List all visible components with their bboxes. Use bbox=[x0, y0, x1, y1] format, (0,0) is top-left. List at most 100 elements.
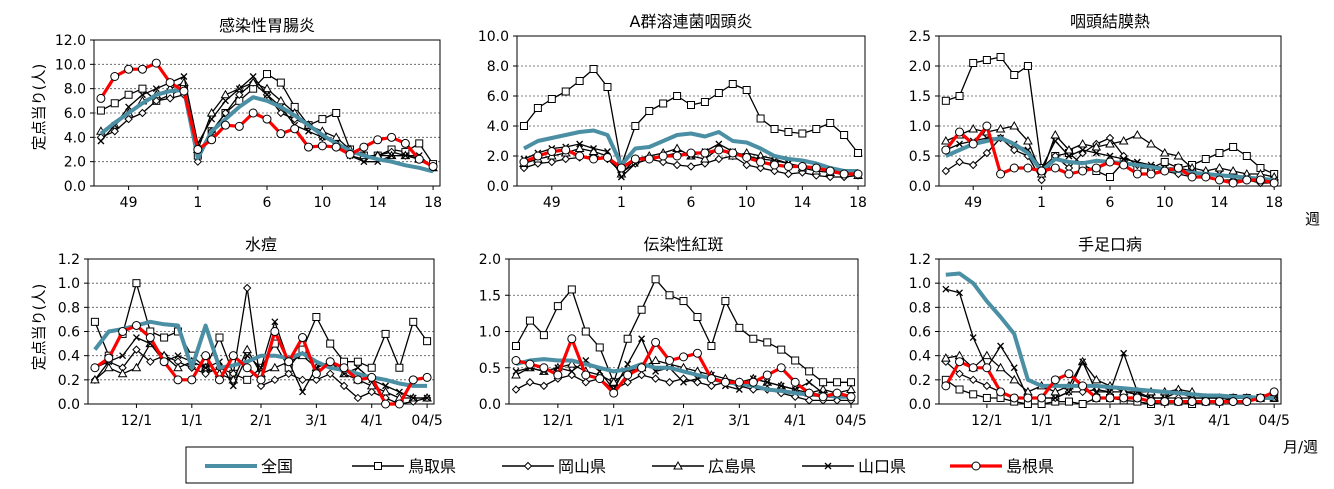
data-point bbox=[165, 94, 175, 103]
data-point bbox=[146, 357, 155, 366]
data-point bbox=[839, 169, 849, 179]
chart-title: 伝染性紅斑 bbox=[643, 235, 723, 254]
data-point bbox=[331, 132, 342, 141]
data-point bbox=[700, 153, 710, 163]
data-point bbox=[853, 169, 863, 179]
legend-item: 広島県 bbox=[652, 457, 756, 476]
data-point bbox=[367, 387, 376, 397]
data-point bbox=[1118, 135, 1129, 145]
data-point bbox=[1077, 138, 1088, 148]
y-tick-label: 2.0 bbox=[909, 59, 931, 75]
data-point bbox=[1050, 129, 1061, 139]
data-point bbox=[354, 364, 362, 372]
data-point bbox=[1064, 397, 1073, 406]
data-point bbox=[567, 370, 577, 380]
data-point bbox=[1010, 364, 1018, 372]
chart-panel-2: A群溶連菌咽頭炎 0.0 2.0 4.0 6.0 8.0 10.0 49 1 6 10 14 18 bbox=[478, 12, 867, 211]
data-point bbox=[400, 138, 410, 148]
data-point bbox=[1146, 397, 1156, 407]
data-point bbox=[242, 283, 252, 293]
data-point bbox=[940, 353, 951, 362]
data-point bbox=[381, 399, 391, 409]
data-point bbox=[566, 359, 577, 368]
data-point bbox=[1120, 349, 1128, 357]
x-tick-label: 18 bbox=[849, 195, 867, 211]
data-point bbox=[982, 148, 992, 158]
data-point bbox=[173, 375, 183, 385]
legend-label: 岡山県 bbox=[558, 457, 606, 476]
data-point bbox=[553, 370, 563, 380]
legend-label: 鳥取県 bbox=[408, 457, 456, 476]
data-point bbox=[742, 153, 752, 162]
data-point bbox=[706, 374, 716, 384]
data-point bbox=[1050, 386, 1061, 396]
y-tick-label: 10.0 bbox=[478, 29, 509, 45]
data-point bbox=[1214, 397, 1224, 407]
x-tick-label: 6 bbox=[263, 195, 272, 211]
data-point bbox=[756, 157, 766, 167]
data-point bbox=[519, 157, 529, 167]
x-tick-label: 3/1 bbox=[728, 413, 751, 429]
chart-title: A群溶連菌咽頭炎 bbox=[630, 12, 753, 31]
data-point bbox=[1269, 387, 1279, 397]
x-tick-label: 49 bbox=[964, 195, 982, 211]
data-point bbox=[825, 166, 835, 176]
series-line bbox=[99, 87, 434, 174]
data-point bbox=[969, 59, 978, 67]
data-point bbox=[312, 313, 321, 321]
data-point bbox=[969, 334, 977, 342]
data-point bbox=[1106, 173, 1114, 181]
data-point bbox=[1132, 129, 1143, 139]
data-point bbox=[561, 154, 570, 164]
legend-marker bbox=[673, 460, 683, 470]
legend-item: 全国 bbox=[205, 457, 293, 476]
data-point bbox=[132, 279, 141, 288]
data-point bbox=[1050, 163, 1060, 173]
data-point bbox=[1242, 397, 1252, 407]
data-point bbox=[567, 334, 577, 344]
data-point bbox=[511, 369, 521, 379]
data-point bbox=[575, 77, 584, 85]
chart-panel-3: 咽頭結膜熱 0.0 0.5 1.0 1.5 2.0 2.5 49 1 6 10 14 18 bbox=[909, 12, 1283, 211]
data-point bbox=[234, 121, 244, 131]
data-point bbox=[1228, 165, 1238, 175]
data-point bbox=[735, 386, 743, 393]
x-tick-label: 04/5 bbox=[411, 413, 442, 429]
x-axis-unit-week: 週 bbox=[1305, 210, 1320, 228]
data-point bbox=[595, 343, 604, 352]
x-tick-label: 14 bbox=[369, 195, 387, 211]
data-point bbox=[366, 380, 377, 390]
data-point bbox=[783, 162, 793, 171]
data-point bbox=[339, 363, 349, 373]
data-point bbox=[359, 142, 369, 152]
x-tick-label: 1 bbox=[1037, 195, 1046, 211]
data-point bbox=[151, 58, 161, 68]
data-point bbox=[846, 384, 856, 393]
data-point bbox=[118, 327, 128, 336]
data-point bbox=[1091, 374, 1102, 384]
x-tick-label: 14 bbox=[793, 195, 811, 211]
data-point bbox=[360, 158, 368, 166]
data-point bbox=[220, 120, 230, 130]
data-point bbox=[345, 149, 355, 159]
legend-item: 鳥取県 bbox=[352, 457, 456, 476]
data-point bbox=[833, 378, 842, 387]
data-point bbox=[249, 73, 257, 80]
data-point bbox=[1119, 160, 1129, 170]
data-point bbox=[533, 151, 543, 161]
y-tick-label: 0.0 bbox=[64, 179, 86, 195]
data-point bbox=[1187, 172, 1197, 182]
data-point bbox=[290, 124, 300, 134]
data-point bbox=[770, 125, 779, 133]
data-point bbox=[791, 356, 800, 365]
data-point bbox=[651, 374, 660, 383]
y-tick-label: 1.5 bbox=[909, 89, 931, 105]
y-tick-label: 4.0 bbox=[64, 130, 86, 146]
data-point bbox=[256, 375, 266, 385]
data-point bbox=[854, 149, 863, 157]
x-tick-label: 18 bbox=[1265, 195, 1283, 211]
data-point bbox=[512, 367, 520, 375]
data-point bbox=[1037, 175, 1046, 185]
data-point bbox=[784, 169, 793, 179]
data-point bbox=[152, 85, 160, 93]
